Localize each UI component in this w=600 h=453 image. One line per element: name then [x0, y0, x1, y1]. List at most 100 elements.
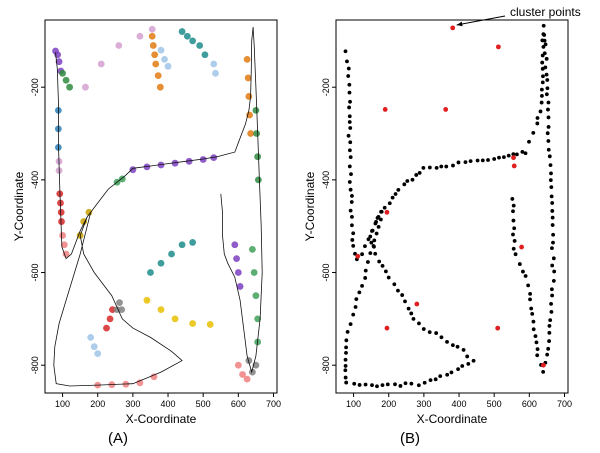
- cluster-point: [495, 325, 501, 331]
- cluster-point: [118, 306, 126, 313]
- trajectory-point: [546, 107, 550, 112]
- cluster-point: [156, 83, 164, 91]
- cluster-point: [154, 72, 162, 80]
- cluster-point: [171, 159, 179, 167]
- trajectory-point: [512, 226, 517, 231]
- cluster-point: [414, 301, 420, 307]
- trajectory-point: [541, 32, 546, 37]
- trajectory-point: [353, 305, 358, 309]
- cluster-point: [157, 259, 165, 267]
- trajectory-point: [406, 306, 411, 311]
- trajectory-point: [529, 306, 534, 311]
- trajectory-point: [549, 310, 554, 314]
- trajectory-point: [549, 194, 554, 199]
- trajectory-point: [497, 155, 501, 160]
- trajectory-point: [366, 260, 370, 264]
- trajectory-point: [343, 364, 348, 368]
- cluster-point: [106, 315, 114, 323]
- trajectory-point: [514, 152, 519, 157]
- cluster-point: [253, 130, 261, 137]
- panel-a-y-tick-label: -800: [30, 356, 40, 374]
- cluster-point: [254, 153, 262, 161]
- trajectory-point: [402, 182, 407, 187]
- trajectory-point: [345, 330, 350, 334]
- cluster-point: [519, 244, 524, 250]
- cluster-point: [355, 253, 361, 259]
- panel-b-x-tick-label: 700: [557, 399, 572, 409]
- cluster-point: [118, 175, 126, 183]
- trajectory-point: [545, 78, 550, 82]
- trajectory-point: [347, 90, 352, 95]
- annotation-label: cluster points: [510, 5, 581, 19]
- trajectory-point: [433, 377, 438, 382]
- trajectory-point: [417, 171, 422, 175]
- panel-a-label: (A): [108, 430, 128, 447]
- panel-a-x-tick-label: 700: [266, 399, 281, 409]
- panel-a-x-tick-label: 300: [125, 399, 140, 409]
- trajectory-point: [535, 116, 540, 120]
- trajectory-point: [550, 263, 555, 268]
- panel-b-x-tick-label: 400: [452, 399, 467, 409]
- trajectory-point: [427, 330, 432, 334]
- trajectory-point: [409, 311, 414, 316]
- panel-b-x-tick-label: 200: [381, 399, 396, 409]
- panel-a-x-tick-label: 100: [55, 399, 70, 409]
- trajectory-point: [450, 343, 455, 348]
- cluster-point: [178, 241, 186, 249]
- panel-b-x-tick-label: 300: [416, 399, 431, 409]
- trajectory-point: [528, 291, 533, 296]
- trajectory-point: [343, 49, 348, 54]
- trajectory-point: [357, 290, 362, 295]
- trajectory-point: [530, 311, 535, 316]
- trajectory-point: [346, 133, 351, 138]
- cluster-point: [540, 362, 546, 368]
- trajectory-point: [348, 140, 353, 145]
- trajectory-point: [544, 92, 549, 97]
- trajectory-point: [527, 139, 531, 144]
- cluster-point: [384, 209, 390, 215]
- trajectory-point: [427, 165, 432, 170]
- trajectory-point: [511, 246, 516, 251]
- cluster-point: [58, 218, 65, 225]
- cluster-point: [62, 76, 70, 84]
- cluster-point: [244, 74, 252, 82]
- trajectory-point: [545, 131, 550, 136]
- cluster-point: [206, 321, 214, 328]
- trajectory-point: [347, 82, 352, 87]
- trajectory-point: [511, 232, 515, 237]
- trajectory-point: [363, 268, 368, 273]
- trajectory-point: [370, 383, 374, 388]
- cluster-point: [94, 350, 102, 358]
- trajectory-point: [377, 259, 382, 264]
- panel-a-x-axis-label: X-Coordinate: [126, 412, 197, 426]
- annotation-arrow-line: [456, 15, 506, 26]
- trajectory-point: [551, 232, 556, 237]
- trajectory-point: [363, 244, 367, 249]
- trajectory-point: [535, 347, 540, 352]
- trajectory-point: [517, 262, 522, 266]
- trajectory-point: [372, 238, 377, 243]
- trajectory-point: [383, 269, 388, 274]
- trajectory-point: [539, 100, 544, 105]
- cluster-point: [496, 44, 501, 50]
- trajectory-point: [368, 234, 373, 239]
- trajectory-point: [511, 218, 516, 223]
- trajectory-point: [363, 382, 368, 387]
- cluster-point: [59, 232, 66, 239]
- trajectory-point: [546, 139, 551, 143]
- trajectory-point: [531, 327, 536, 332]
- trajectory-point: [550, 209, 555, 213]
- trajectory-point: [396, 288, 400, 293]
- trajectory-point: [546, 346, 551, 351]
- cluster-point: [171, 315, 179, 323]
- trajectory-point: [348, 208, 353, 213]
- trajectory-point: [343, 368, 348, 373]
- panel-a-y-tick-label: -600: [30, 264, 40, 282]
- trajectory-point: [549, 302, 553, 306]
- panel-b-y-tick-label: -600: [321, 264, 331, 282]
- cluster-point: [147, 269, 154, 276]
- panel-b-x-axis-label: X-Coordinate: [417, 412, 488, 426]
- trajectory-point: [486, 158, 490, 162]
- cluster-point: [97, 60, 105, 68]
